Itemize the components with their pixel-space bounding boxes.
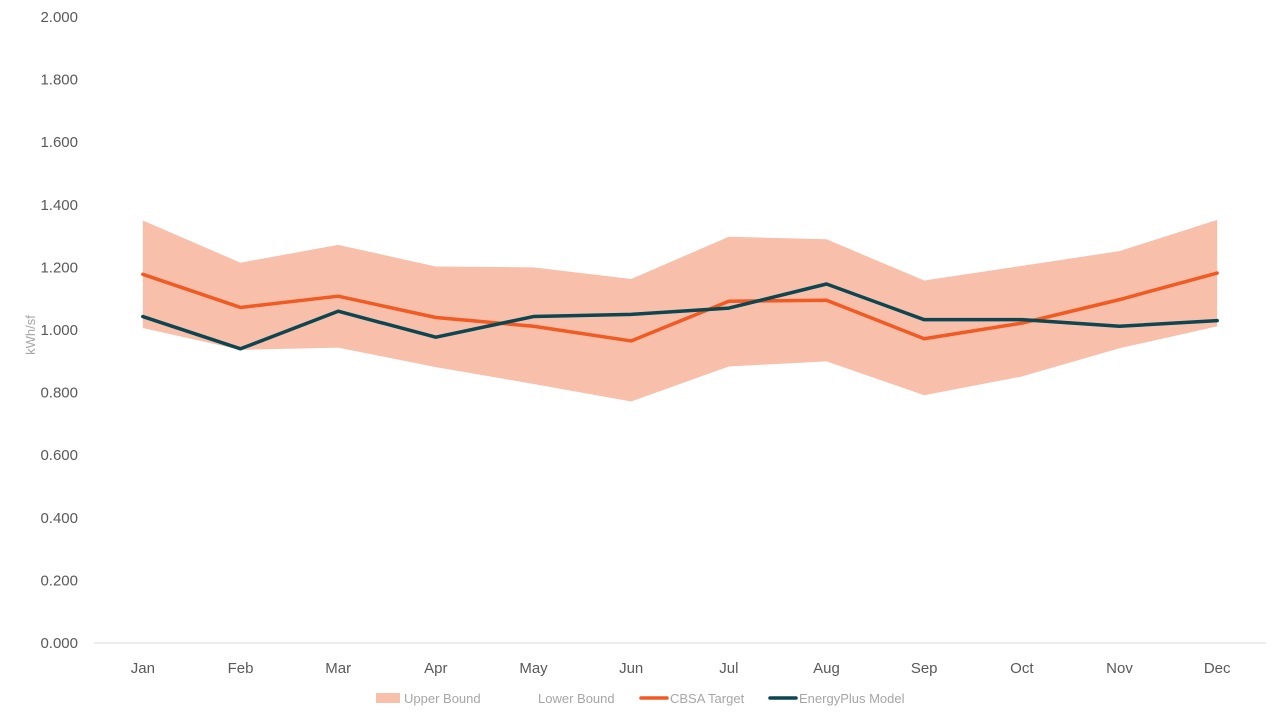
x-tick-label: Apr (424, 660, 447, 677)
x-tick-label: Jun (619, 660, 643, 677)
x-tick-label: Nov (1106, 660, 1133, 677)
x-tick-label: Aug (813, 660, 840, 677)
legend-label-lower-bound: Lower Bound (538, 691, 615, 706)
x-axis-ticks: Jan Feb Mar Apr May Jun Jul Aug Sep Oct Nov Dec (131, 660, 1231, 677)
x-tick-label: Dec (1204, 660, 1231, 677)
y-tick-label: 0.800 (40, 385, 78, 402)
y-tick-label: 0.600 (40, 447, 78, 464)
line-layer (141, 271, 1219, 351)
y-tick-label: 1.800 (40, 72, 78, 89)
x-tick-label: Jul (719, 660, 738, 677)
legend-swatch-lower-bound (510, 693, 534, 703)
y-tick-label: 2.000 (40, 9, 78, 26)
x-tick-label: May (519, 660, 548, 677)
lower-bound-line (142, 326, 1218, 403)
y-tick-label: 1.400 (40, 197, 78, 214)
x-tick-label: Sep (911, 660, 938, 677)
x-tick-label: Feb (228, 660, 254, 677)
legend-label-cbsa-target: CBSA Target (670, 691, 745, 706)
legend: Upper Bound Lower Bound CBSA Target EnergyP… (376, 691, 905, 706)
legend-swatch-upper-bound (376, 693, 400, 703)
y-axis-label: kWh/sf (23, 315, 38, 355)
x-tick-label: Oct (1010, 660, 1034, 677)
y-tick-label: 0.400 (40, 510, 78, 527)
y-tick-label: 0.200 (40, 572, 78, 589)
x-tick-label: Mar (325, 660, 351, 677)
legend-label-energyplus-model: EnergyPlus Model (799, 691, 905, 706)
y-tick-label: 1.600 (40, 134, 78, 151)
energyplus-model-line (141, 282, 1219, 351)
y-tick-label: 1.000 (40, 322, 78, 339)
y-axis-ticks: 0.000 0.200 0.400 0.600 0.800 1.000 1.200 1.400… (40, 9, 78, 652)
x-tick-label: Jan (131, 660, 155, 677)
y-tick-label: 0.000 (40, 635, 78, 652)
legend-label-upper-bound: Upper Bound (404, 691, 481, 706)
y-tick-label: 1.200 (40, 259, 78, 276)
